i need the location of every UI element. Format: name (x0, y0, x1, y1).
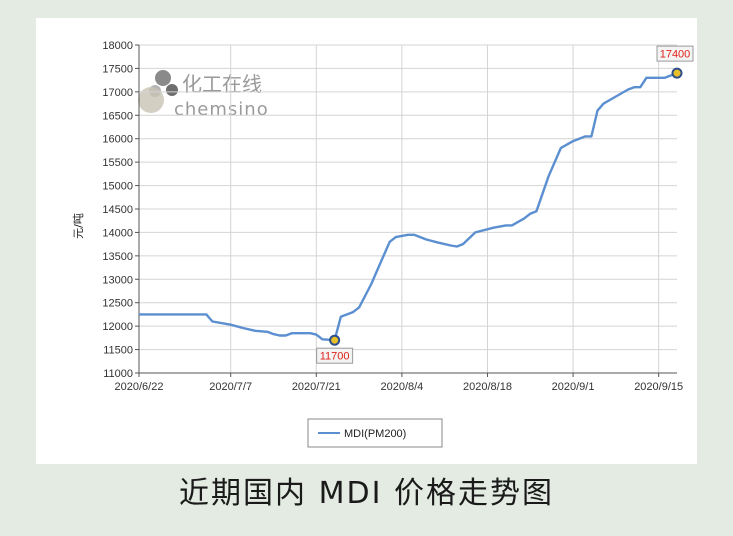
annotation-box (656, 45, 694, 62)
x-tick-label: 2020/7/21 (292, 381, 341, 393)
y-tick-label: 13500 (102, 251, 133, 263)
y-tick-label: 12500 (102, 298, 133, 310)
chemsino-logo-icon (138, 70, 178, 113)
y-tick-label: 17500 (102, 63, 133, 75)
x-tick-label: 2020/8/18 (463, 381, 512, 393)
y-axis: 11000 11500 12000 12500 13000 13500 14000 14500… (102, 40, 140, 380)
watermark-cn: 化工在线 (182, 72, 262, 96)
y-tick-label: 15500 (102, 157, 133, 169)
y-tick-label: 11500 (103, 345, 133, 357)
chart-panel: 化工在线 chemsino 11000 11500 12000 12500 13000 1… (36, 18, 697, 464)
chart-caption: 近期国内 MDI 价格走势图 (179, 476, 554, 511)
y-tick-label: 17000 (102, 87, 133, 99)
legend: MDI(PM200) (307, 418, 443, 448)
y-tick-label: 15000 (102, 181, 133, 193)
annotation-label: 17400 (660, 49, 691, 61)
annotation-marker (671, 67, 683, 79)
y-tick-label: 11000 (103, 368, 133, 380)
x-tick-label: 2020/9/15 (634, 381, 683, 393)
y-tick-label: 12000 (102, 321, 133, 333)
y-tick-label: 14000 (102, 227, 133, 239)
annotations: 11700 17400 (316, 45, 694, 364)
annotation-label: 11700 (320, 351, 350, 363)
x-axis: 2020/6/22 2020/7/7 2020/7/21 2020/8/4 2020/8… (115, 372, 683, 393)
y-tick-label: 14500 (102, 204, 133, 216)
series-layer (139, 71, 678, 342)
watermark-en: chemsino (174, 99, 269, 120)
x-tick-label: 2020/9/1 (552, 381, 595, 393)
annotation-marker (329, 334, 341, 346)
chemsino-watermark: 化工在线 chemsino (138, 70, 269, 120)
x-tick-label: 2020/8/4 (380, 381, 423, 393)
y-tick-label: 18000 (102, 40, 133, 52)
y-tick-label: 16000 (102, 134, 133, 146)
x-tick-label: 2020/7/7 (209, 381, 252, 393)
x-tick-label: 2020/6/22 (115, 381, 164, 393)
y-axis-label: 元/吨 (72, 213, 85, 239)
price-line-chart: 化工在线 chemsino 11000115001200012500130001… (72, 40, 694, 448)
y-tick-label: 16500 (102, 110, 133, 122)
annotation-box (316, 347, 354, 364)
y-tick-label: 13000 (102, 274, 133, 286)
series-line-mdi (139, 71, 678, 342)
legend-entry-mdi: MDI(PM200) (344, 428, 406, 440)
